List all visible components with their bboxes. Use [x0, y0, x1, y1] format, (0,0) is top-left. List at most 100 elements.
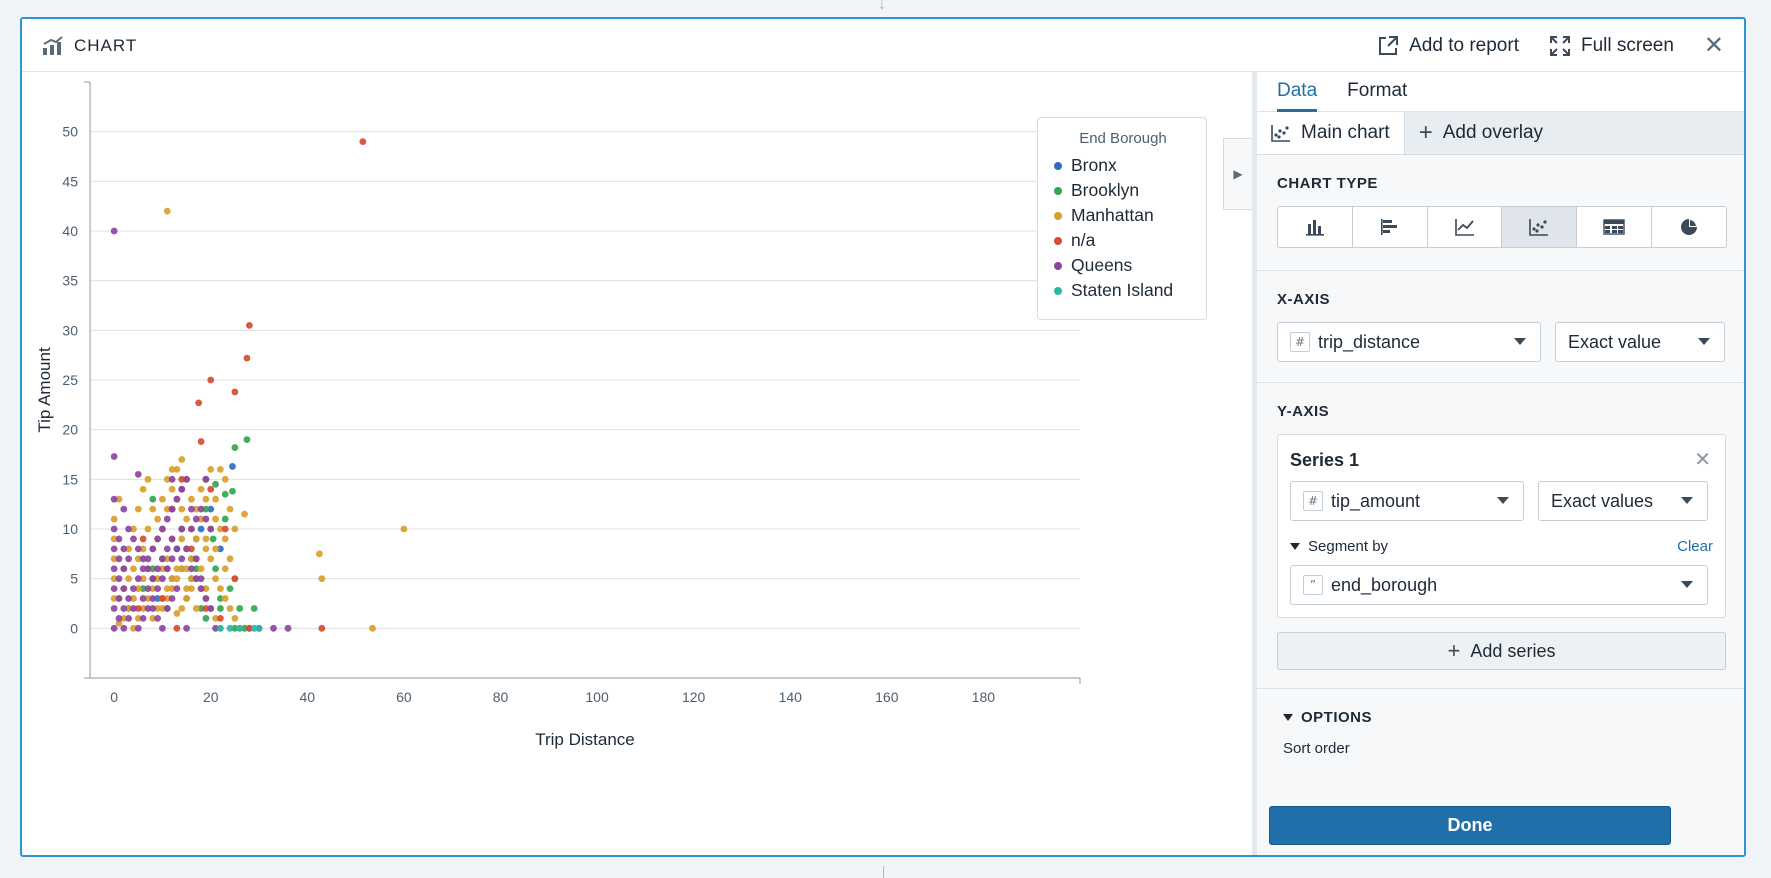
options-toggle[interactable]: OPTIONS: [1283, 689, 1726, 726]
data-point: [192, 575, 200, 583]
add-overlay-button[interactable]: + Add overlay: [1405, 112, 1557, 154]
data-point: [221, 490, 229, 498]
legend-item[interactable]: Staten Island: [1054, 278, 1192, 303]
clear-segment-link[interactable]: Clear: [1677, 537, 1713, 555]
chart-icon: [43, 35, 63, 55]
collapse-panel-button[interactable]: ▶: [1223, 138, 1252, 210]
data-point: [173, 610, 181, 617]
data-point: [154, 605, 162, 612]
data-point: [125, 525, 133, 533]
y-axis-mode-select[interactable]: Exact values: [1538, 481, 1708, 521]
full-screen-label: Full screen: [1580, 34, 1674, 56]
fullscreen-icon: [1549, 35, 1570, 56]
data-point: [226, 605, 234, 612]
data-point: [229, 463, 236, 470]
data-point: [216, 525, 224, 533]
data-point: [120, 615, 128, 622]
options-section: OPTIONS Sort order: [1257, 689, 1744, 757]
data-point: [207, 605, 215, 612]
data-point: [315, 550, 323, 558]
caret-down-icon: [1283, 714, 1293, 721]
data-point: [115, 595, 123, 602]
data-point: [134, 624, 142, 632]
main-chart-tab[interactable]: Main chart: [1257, 112, 1405, 154]
data-point: [231, 444, 239, 451]
data-point: [284, 624, 292, 632]
data-point: [216, 615, 224, 622]
close-icon[interactable]: ✕: [1703, 32, 1724, 59]
data-point: [183, 595, 190, 602]
data-point: [130, 565, 137, 573]
legend-item[interactable]: Bronx: [1054, 153, 1192, 178]
data-point: [115, 495, 123, 503]
data-point: [159, 565, 166, 573]
data-point: [120, 565, 128, 573]
add-to-report-label: Add to report: [1409, 34, 1519, 56]
legend-item[interactable]: Brooklyn: [1054, 178, 1192, 203]
remove-series-icon[interactable]: ✕: [1694, 449, 1711, 471]
y-tick-label: 0: [70, 620, 78, 636]
segment-field-select[interactable]: ” end_borough: [1290, 565, 1708, 605]
main-chart-label: Main chart: [1301, 122, 1390, 143]
chevron-down-icon: [1497, 497, 1509, 504]
data-point: [134, 585, 142, 592]
data-point: [144, 555, 152, 563]
chart-type-line[interactable]: [1428, 207, 1503, 247]
x-axis-field-select[interactable]: # trip_distance: [1277, 322, 1541, 362]
chart-type-heatmap[interactable]: [1577, 207, 1653, 247]
chart-config-panel: Data Format Main chart + Add overlay CHA…: [1252, 72, 1744, 855]
data-point: [231, 388, 239, 396]
y-axis-mode: Exact values: [1551, 490, 1654, 511]
chart-subtabs: Main chart + Add overlay: [1257, 112, 1744, 155]
data-point: [154, 515, 162, 523]
add-series-button[interactable]: + Add series: [1277, 632, 1726, 670]
legend-item[interactable]: Queens: [1054, 253, 1192, 278]
data-point: [207, 505, 215, 513]
y-tick-label: 45: [62, 173, 78, 189]
data-point: [144, 585, 152, 592]
sort-order-label: Sort order: [1283, 740, 1350, 757]
data-point: [216, 545, 224, 553]
data-point: [188, 565, 195, 573]
segment-toggle[interactable]: Segment by: [1290, 538, 1388, 555]
data-point: [250, 624, 258, 632]
legend-item[interactable]: Manhattan: [1054, 203, 1192, 228]
data-point: [134, 545, 142, 553]
segment-label: Segment by: [1308, 537, 1389, 555]
y-axis-field-select[interactable]: # tip_amount: [1290, 481, 1524, 521]
data-point: [134, 575, 142, 583]
tab-format[interactable]: Format: [1347, 79, 1408, 101]
data-point: [149, 575, 157, 583]
data-point: [163, 565, 171, 573]
x-axis-mode-select[interactable]: Exact value: [1555, 322, 1725, 362]
panel-footer: Done: [1257, 797, 1744, 855]
data-point: [221, 515, 229, 523]
chart-type-horizontal-bar[interactable]: [1353, 207, 1428, 247]
data-point: [130, 535, 137, 543]
done-button[interactable]: Done: [1269, 806, 1671, 845]
legend-item[interactable]: n/a: [1054, 228, 1192, 253]
chart-type-bar[interactable]: [1278, 207, 1353, 247]
full-screen-button[interactable]: Full screen: [1549, 35, 1674, 57]
data-point: [110, 605, 118, 612]
data-point: [130, 605, 137, 612]
data-point: [149, 585, 157, 592]
data-point: [188, 585, 195, 592]
data-point: [115, 575, 123, 583]
tab-data[interactable]: Data: [1277, 72, 1318, 112]
segment-field: end_borough: [1331, 574, 1438, 595]
data-point: [125, 595, 133, 602]
data-point: [115, 619, 123, 627]
add-to-report-button[interactable]: Add to report: [1377, 35, 1519, 57]
data-point: [236, 624, 244, 632]
data-point: [163, 505, 171, 513]
data-point: [207, 525, 215, 533]
data-point: [149, 595, 157, 602]
chart-type-pie[interactable]: [1652, 207, 1726, 247]
data-point: [207, 466, 215, 473]
data-point: [188, 525, 195, 533]
data-point: [221, 525, 229, 533]
chart-type-scatter[interactable]: [1502, 207, 1578, 247]
data-point: [134, 555, 142, 563]
x-tick-label: 20: [203, 689, 219, 705]
